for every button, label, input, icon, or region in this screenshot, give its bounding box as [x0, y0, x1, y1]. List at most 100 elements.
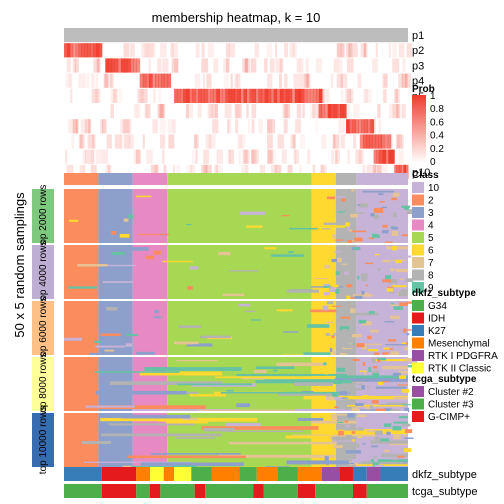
class-legend-swatch: [412, 244, 424, 256]
class-cell: [356, 343, 365, 348]
class-cell: [332, 393, 339, 397]
prob-tick-label: 0.2: [430, 144, 444, 155]
class-cell: [372, 366, 378, 369]
class-cell: [397, 455, 405, 458]
class-cell: [361, 321, 372, 326]
class-streak: [359, 409, 381, 411]
class-cell: [350, 308, 356, 313]
class-cell: [345, 222, 350, 227]
class-segment: [311, 173, 336, 185]
class-streak: [187, 286, 193, 290]
class-cell: [378, 193, 384, 196]
class-cell: [381, 206, 387, 209]
dkfz-legend-swatch: [412, 312, 424, 324]
class-cell: [375, 408, 386, 414]
class-streak: [384, 344, 407, 346]
class-streak: [111, 230, 117, 235]
class-cell: [397, 320, 407, 324]
class-streak: [128, 214, 134, 219]
tcga-subtype-segment: [263, 484, 298, 498]
class-cell: [392, 372, 401, 377]
class-legend-label: 7: [428, 258, 434, 269]
class-cell: [360, 203, 368, 208]
class-cell: [334, 251, 343, 253]
class-legend-swatch: [412, 207, 424, 218]
class-cell: [372, 276, 375, 279]
class-legend-label: 6: [428, 246, 434, 257]
class-streak: [95, 345, 125, 348]
tcga-legend-swatch: [412, 411, 424, 422]
class-cell: [352, 358, 360, 362]
annotation-label: tcga_subtype: [412, 486, 477, 498]
dkfz-subtype-segment: [239, 467, 257, 481]
class-cell: [343, 271, 349, 275]
class-streak: [125, 333, 138, 337]
class-streak: [244, 310, 256, 312]
class-cell: [393, 306, 403, 310]
class-cell: [386, 431, 391, 435]
class-streak: [123, 247, 149, 251]
class-streak: [285, 435, 334, 439]
class-cell: [383, 347, 390, 350]
class-cell: [384, 275, 392, 280]
class-cell-block: [64, 301, 99, 355]
tcga-legend-label: G-CIMP+: [428, 412, 470, 423]
class-cell: [329, 330, 334, 336]
group-label: top 2000 rows: [38, 185, 49, 248]
dkfz-subtype-segment: [277, 467, 298, 481]
dkfz-legend-swatch: [412, 350, 424, 361]
class-cell: [402, 423, 411, 427]
class-streak: [150, 453, 241, 455]
class-cell: [386, 288, 393, 292]
class-cell: [358, 407, 368, 409]
class-cell: [390, 304, 398, 307]
class-cell: [370, 329, 379, 333]
class-streak: [264, 247, 277, 250]
class-cell: [354, 212, 365, 214]
class-streak: [215, 376, 335, 379]
class-cell: [351, 407, 360, 412]
class-cell: [326, 396, 335, 401]
class-streak: [335, 375, 408, 379]
class-cell: [379, 201, 385, 203]
tcga-legend-label: Cluster #3: [428, 400, 474, 411]
class-label-heatmap: [64, 189, 418, 471]
dkfz-subtype-segment: [101, 467, 137, 481]
class-cell: [342, 403, 351, 406]
class-cell: [350, 213, 358, 218]
tcga-subtype-segment: [366, 484, 408, 498]
class-cell: [406, 209, 417, 215]
class-streak: [81, 440, 112, 444]
class-legend-swatch: [412, 257, 424, 268]
class-streak: [109, 381, 223, 385]
class-streak: [106, 306, 118, 311]
class-cell: [403, 434, 407, 437]
class-cell: [323, 362, 327, 365]
class-streak: [370, 459, 408, 462]
class-cell: [331, 415, 338, 421]
class-cell: [346, 284, 353, 288]
class-streak: [326, 397, 344, 400]
class-cell: [364, 334, 372, 337]
class-segment: [167, 173, 312, 185]
class-cell: [323, 249, 333, 254]
class-cell: [407, 359, 418, 364]
class-cell: [338, 430, 344, 436]
class-cell: [357, 436, 362, 438]
class-streak: [273, 369, 278, 372]
class-cell: [341, 276, 347, 282]
class-streak: [399, 302, 408, 306]
class-streak: [393, 396, 408, 400]
class-cell: [407, 301, 416, 304]
class-cell: [374, 352, 380, 358]
class-cell: [361, 385, 366, 390]
class-streak: [100, 418, 186, 422]
class-streak: [189, 394, 226, 397]
class-cell: [387, 339, 397, 342]
class-cell: [339, 391, 347, 395]
class-streak: [358, 429, 408, 431]
class-streak: [125, 343, 133, 347]
class-streak: [236, 403, 250, 408]
class-streak: [120, 414, 191, 419]
class-streak: [222, 293, 245, 297]
